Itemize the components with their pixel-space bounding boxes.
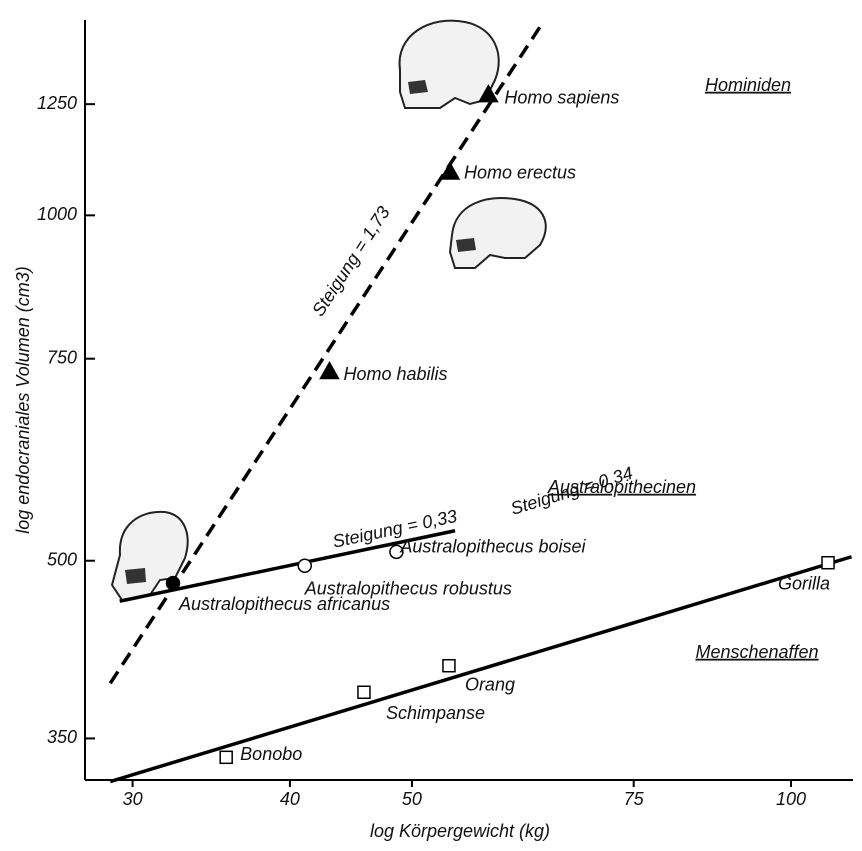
y-tick-label: 750 (47, 347, 77, 367)
x-tick-label: 50 (402, 789, 422, 809)
group-label: Hominiden (705, 75, 791, 95)
y-tick-label: 500 (47, 549, 77, 569)
x-tick-label: 40 (280, 789, 300, 809)
point (319, 360, 340, 380)
skull-sapiens (398, 19, 500, 109)
y-tick-label: 1250 (37, 93, 77, 113)
y-tick-label: 1000 (37, 204, 77, 224)
point (219, 750, 233, 765)
y-axis-label: log endocraniales Volumen (cm3) (13, 266, 33, 533)
point-label: Bonobo (240, 744, 302, 764)
point-label: Gorilla (778, 573, 830, 593)
point (297, 558, 313, 573)
point-label: Australopithecus boisei (399, 537, 586, 557)
point (357, 685, 371, 700)
point (821, 555, 835, 570)
fit-line (109, 555, 853, 784)
point (439, 161, 461, 180)
x-tick-label: 30 (123, 789, 143, 809)
point-label: Homo erectus (464, 163, 576, 183)
x-axis-label: log Körpergewicht (kg) (370, 821, 550, 841)
point (165, 575, 181, 591)
point-label: Schimpanse (386, 703, 485, 723)
point (442, 658, 456, 673)
point (389, 544, 404, 560)
point-label: Orang (465, 674, 515, 694)
point-label: Australopithecus africanus (178, 594, 390, 614)
fit-label: Steigung = 1,73 (308, 203, 394, 320)
point-label: Homo habilis (343, 364, 447, 384)
point (478, 84, 499, 103)
group-label: Menschenaffen (695, 642, 818, 662)
y-tick-label: 350 (47, 727, 77, 747)
x-tick-label: 100 (776, 789, 806, 809)
skull-erectus (448, 197, 547, 269)
x-tick-label: 75 (624, 789, 645, 809)
group-label: Australopithecinen (547, 477, 696, 497)
point-label: Australopithecus robustus (304, 578, 512, 598)
point-label: Homo sapiens (504, 87, 619, 107)
